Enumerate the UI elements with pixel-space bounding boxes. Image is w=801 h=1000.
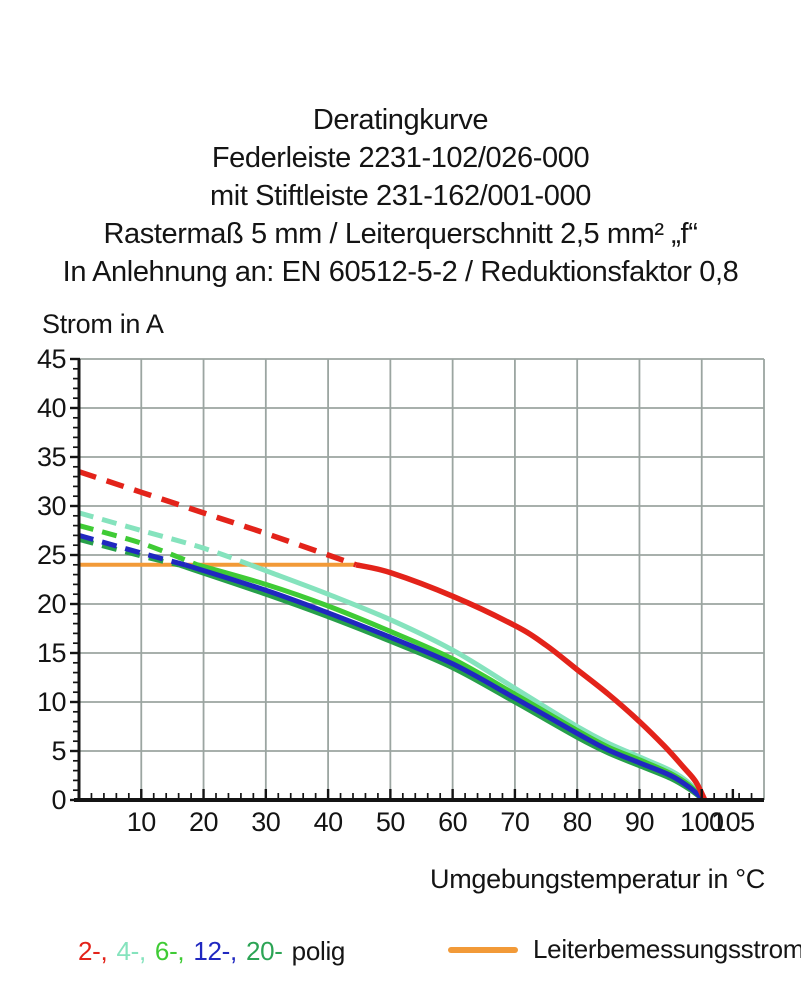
x-tick-label: 10 (127, 807, 156, 837)
curve-6-polig-dashed (78, 523, 199, 568)
title-line-3: mit Stiftleiste 231-162/001-000 (210, 180, 591, 212)
rated-current-line-swatch (448, 946, 518, 953)
x-tick-label: 20 (189, 807, 218, 837)
curve-12-polig-dashed (78, 532, 186, 568)
x-tick-label: 90 (625, 807, 654, 837)
y-tick-label: 40 (37, 393, 66, 423)
curve-2-polig (355, 562, 708, 802)
y-tick-label: 30 (37, 491, 66, 521)
pole-legend-item: 6-, (154, 936, 185, 966)
pole-legend-suffix: polig (291, 936, 346, 966)
x-tick-label: 100 (680, 807, 724, 837)
y-tick-label: 35 (37, 442, 66, 472)
y-axis-title: Strom in A (42, 309, 164, 339)
y-tick-label: 20 (37, 589, 66, 619)
title-line-4: Rastermaß 5 mm / Leiterquerschnitt 2,5 m… (103, 218, 698, 250)
x-tick-label: 80 (563, 807, 592, 837)
title-line-5: In Anlehnung an: EN 60512-5-2 / Reduktio… (62, 256, 739, 288)
y-tick-label: 0 (51, 785, 66, 815)
curve-4-polig (249, 562, 707, 802)
rated-current-legend: Leiterbemessungsstrom (448, 934, 801, 965)
curve-2-polig-dashed (78, 469, 357, 568)
curve-6-polig (196, 562, 706, 802)
title-line-1: Deratingkurve (312, 104, 489, 136)
ticks (70, 357, 753, 802)
pole-legend-item: 2-, (78, 936, 108, 966)
y-tick-label: 15 (37, 638, 66, 668)
curve-12-polig (184, 562, 706, 802)
x-tick-label: 40 (314, 807, 343, 837)
gridlines (79, 358, 765, 800)
rated-current-label: Leiterbemessungsstrom (533, 934, 801, 964)
pole-legend-item: 20- (245, 936, 283, 966)
y-tick-label: 25 (37, 540, 66, 570)
y-tick-label: 45 (37, 344, 66, 374)
pole-count-legend: 2-, 4-, 6-, 12-, 20- polig (78, 936, 345, 967)
x-tick-label: 50 (376, 807, 405, 837)
axes (74, 359, 764, 802)
x-tick-label: 70 (500, 807, 529, 837)
curve-20-polig (177, 562, 706, 802)
title-line-2: Federleiste 2231-102/026-000 (211, 142, 590, 174)
x-tick-label: 105 (711, 807, 755, 837)
x-axis-title: Umgebungstemperatur in °C (430, 864, 765, 894)
x-tick-label: 60 (438, 807, 467, 837)
pole-legend-item: 4-, (116, 936, 146, 966)
curves (78, 469, 708, 802)
x-tick-label: 30 (251, 807, 280, 837)
curve-20-polig-dashed (78, 536, 180, 568)
pole-legend-item: 12-, (193, 936, 237, 966)
y-tick-label: 10 (37, 687, 66, 717)
chart-title-block: Deratingkurve Federleiste 2231-102/026-0… (0, 101, 801, 291)
curve-4-polig-dashed (78, 510, 252, 568)
y-tick-label: 5 (51, 736, 66, 766)
